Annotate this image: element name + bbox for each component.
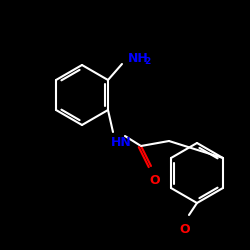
Text: O: O [150, 174, 160, 187]
Text: O: O [180, 223, 190, 236]
Text: HN: HN [111, 136, 132, 149]
Text: NH: NH [128, 52, 149, 64]
Text: 2: 2 [144, 56, 150, 66]
